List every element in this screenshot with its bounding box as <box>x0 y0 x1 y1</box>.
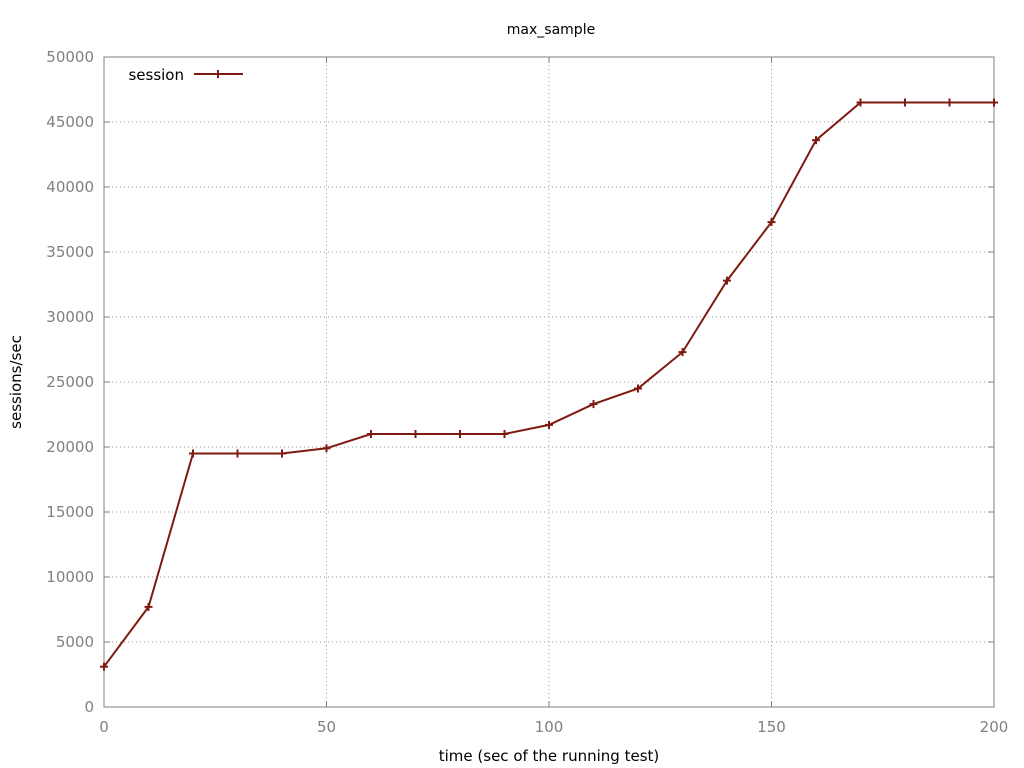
legend-marker-session <box>214 70 222 78</box>
grid-lines <box>104 57 994 707</box>
x-tick-label: 200 <box>980 718 1009 736</box>
y-tick-label: 15000 <box>46 503 94 521</box>
x-tick-label: 150 <box>757 718 786 736</box>
legend: session <box>128 66 243 84</box>
data-point <box>945 98 954 107</box>
y-tick-label: 30000 <box>46 308 94 326</box>
data-point <box>367 430 375 438</box>
data-point <box>456 430 464 438</box>
y-tick-label: 35000 <box>46 243 94 261</box>
x-tick-label: 50 <box>317 718 336 736</box>
x-tick-label: 0 <box>99 718 109 736</box>
axis-ticks <box>103 56 995 708</box>
data-point <box>545 420 553 429</box>
data-point <box>678 348 687 357</box>
data-point <box>144 602 153 611</box>
data-point <box>100 662 108 671</box>
data-point <box>500 430 509 438</box>
data-point <box>278 449 286 458</box>
y-tick-label: 50000 <box>46 48 94 66</box>
y-tick-label: 5000 <box>56 633 94 651</box>
data-point <box>233 449 242 458</box>
y-tick-label: 10000 <box>46 568 94 586</box>
data-point <box>767 218 776 227</box>
legend-label-session: session <box>128 66 184 84</box>
data-point <box>856 98 865 107</box>
data-point <box>411 430 420 438</box>
data-point <box>723 276 731 285</box>
data-point <box>189 449 197 458</box>
data-point <box>990 98 998 107</box>
y-tick-label: 0 <box>84 698 94 716</box>
x-axis-tick-labels: 0 50 100 150 200 <box>99 718 1008 736</box>
data-point <box>812 136 820 145</box>
data-point <box>322 444 331 453</box>
data-point <box>901 98 909 107</box>
chart-title: max_sample <box>507 22 595 38</box>
y-tick-label: 45000 <box>46 113 94 131</box>
x-axis-label: time (sec of the running test) <box>439 747 660 765</box>
y-tick-label: 40000 <box>46 178 94 196</box>
series-session <box>100 98 998 671</box>
data-point <box>634 384 642 393</box>
x-tick-label: 100 <box>535 718 564 736</box>
y-axis-label: sessions/sec <box>7 335 25 429</box>
y-axis-tick-labels: 0 5000 10000 15000 20000 25000 30000 35000 40000… <box>46 48 94 716</box>
y-tick-label: 20000 <box>46 438 94 456</box>
data-point <box>589 400 598 409</box>
y-tick-label: 25000 <box>46 373 94 391</box>
